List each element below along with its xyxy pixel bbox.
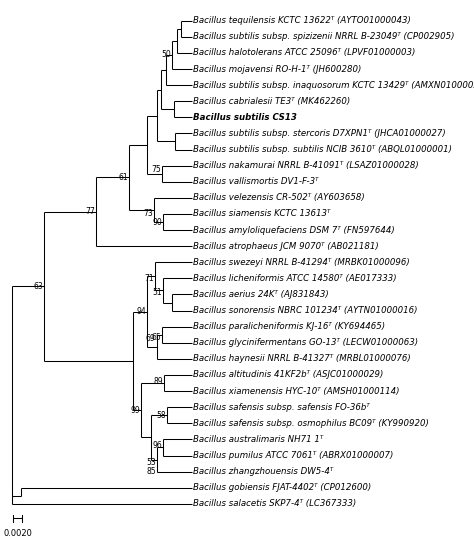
Text: 71: 71 xyxy=(144,274,154,284)
Text: Bacillus gobiensis FJAT-4402ᵀ (CP012600): Bacillus gobiensis FJAT-4402ᵀ (CP012600) xyxy=(193,483,372,492)
Text: Bacillus xiamenensis HYC-10ᵀ (AMSH01000114): Bacillus xiamenensis HYC-10ᵀ (AMSH010001… xyxy=(193,386,400,396)
Text: Bacillus vallismortis DV1-F-3ᵀ: Bacillus vallismortis DV1-F-3ᵀ xyxy=(193,177,319,186)
Text: 51: 51 xyxy=(153,288,163,298)
Text: Bacillus mojavensi RO-H-1ᵀ (JH600280): Bacillus mojavensi RO-H-1ᵀ (JH600280) xyxy=(193,65,362,73)
Text: Bacillus altitudinis 41KF2bᵀ (ASJC01000029): Bacillus altitudinis 41KF2bᵀ (ASJC010000… xyxy=(193,370,383,379)
Text: 89: 89 xyxy=(153,377,163,386)
Text: Bacillus sonorensis NBRC 101234ᵀ (AYTN01000016): Bacillus sonorensis NBRC 101234ᵀ (AYTN01… xyxy=(193,306,418,315)
Text: 96: 96 xyxy=(153,441,163,451)
Text: 69: 69 xyxy=(146,334,155,343)
Text: 90: 90 xyxy=(153,218,163,226)
Text: Bacillus subtilis CS13: Bacillus subtilis CS13 xyxy=(193,113,297,122)
Text: 99: 99 xyxy=(130,406,140,414)
Text: 75: 75 xyxy=(151,165,161,174)
Text: 0.0020: 0.0020 xyxy=(3,529,32,538)
Text: Bacillus atrophaeus JCM 9070ᵀ (AB021181): Bacillus atrophaeus JCM 9070ᵀ (AB021181) xyxy=(193,241,379,251)
Text: Bacillus tequilensis KCTC 13622ᵀ (AYTO01000043): Bacillus tequilensis KCTC 13622ᵀ (AYTO01… xyxy=(193,16,411,25)
Text: Bacillus halotolerans ATCC 25096ᵀ (LPVF01000003): Bacillus halotolerans ATCC 25096ᵀ (LPVF0… xyxy=(193,49,416,58)
Text: Bacillus safensis subsp. safensis FO-36bᵀ: Bacillus safensis subsp. safensis FO-36b… xyxy=(193,403,370,412)
Text: 94: 94 xyxy=(137,307,146,316)
Text: Bacillus subtilis subsp. subtilis NCIB 3610ᵀ (ABQL01000001): Bacillus subtilis subsp. subtilis NCIB 3… xyxy=(193,145,452,154)
Text: Bacillus pumilus ATCC 7061ᵀ (ABRX01000007): Bacillus pumilus ATCC 7061ᵀ (ABRX0100000… xyxy=(193,451,393,460)
Text: Bacillus haynesii NRRL B-41327ᵀ (MRBL01000076): Bacillus haynesii NRRL B-41327ᵀ (MRBL010… xyxy=(193,354,411,363)
Text: 58: 58 xyxy=(156,411,165,420)
Text: Bacillus velezensis CR-502ᵀ (AY603658): Bacillus velezensis CR-502ᵀ (AY603658) xyxy=(193,194,365,202)
Text: 50: 50 xyxy=(161,51,171,59)
Text: 61: 61 xyxy=(118,173,128,182)
Text: Bacillus subtilis subsp. inaquosorum KCTC 13429ᵀ (AMXN01000021): Bacillus subtilis subsp. inaquosorum KCT… xyxy=(193,81,474,89)
Text: Bacillus paralicheniformis KJ-16ᵀ (KY694465): Bacillus paralicheniformis KJ-16ᵀ (KY694… xyxy=(193,322,385,331)
Text: 73: 73 xyxy=(143,209,153,218)
Text: Bacillus safensis subsp. osmophilus BC09ᵀ (KY990920): Bacillus safensis subsp. osmophilus BC09… xyxy=(193,419,429,428)
Text: Bacillus australimaris NH71 1ᵀ: Bacillus australimaris NH71 1ᵀ xyxy=(193,435,324,444)
Text: 77: 77 xyxy=(85,207,95,216)
Text: 63: 63 xyxy=(33,282,43,291)
Text: Bacillus licheniformis ATCC 14580ᵀ (AE017333): Bacillus licheniformis ATCC 14580ᵀ (AE01… xyxy=(193,274,397,283)
Text: Bacillus subtilis subsp. stercoris D7XPN1ᵀ (JHCA01000027): Bacillus subtilis subsp. stercoris D7XPN… xyxy=(193,129,446,138)
Text: Bacillus salacetis SKP7-4ᵀ (LC367333): Bacillus salacetis SKP7-4ᵀ (LC367333) xyxy=(193,499,356,508)
Text: Bacillus subtilis subsp. spizizenii NRRL B-23049ᵀ (CP002905): Bacillus subtilis subsp. spizizenii NRRL… xyxy=(193,32,455,42)
Text: Bacillus cabrialesii TE3ᵀ (MK462260): Bacillus cabrialesii TE3ᵀ (MK462260) xyxy=(193,96,351,106)
Text: Bacillus aerius 24Kᵀ (AJ831843): Bacillus aerius 24Kᵀ (AJ831843) xyxy=(193,290,329,299)
Text: Bacillus nakamurai NRRL B-41091ᵀ (LSAZ01000028): Bacillus nakamurai NRRL B-41091ᵀ (LSAZ01… xyxy=(193,161,419,170)
Text: 65: 65 xyxy=(152,334,161,342)
Text: 85: 85 xyxy=(146,467,156,476)
Text: Bacillus swezeyi NRRL B-41294ᵀ (MRBK01000096): Bacillus swezeyi NRRL B-41294ᵀ (MRBK0100… xyxy=(193,258,410,267)
Text: Bacillus zhangzhouensis DW5-4ᵀ: Bacillus zhangzhouensis DW5-4ᵀ xyxy=(193,467,334,476)
Text: Bacillus glycinifermentans GO-13ᵀ (LECW01000063): Bacillus glycinifermentans GO-13ᵀ (LECW0… xyxy=(193,338,419,347)
Text: Bacillus amyloliquefaciens DSM 7ᵀ (FN597644): Bacillus amyloliquefaciens DSM 7ᵀ (FN597… xyxy=(193,225,395,234)
Text: 53: 53 xyxy=(146,458,156,467)
Text: Bacillus siamensis KCTC 13613ᵀ: Bacillus siamensis KCTC 13613ᵀ xyxy=(193,210,331,218)
